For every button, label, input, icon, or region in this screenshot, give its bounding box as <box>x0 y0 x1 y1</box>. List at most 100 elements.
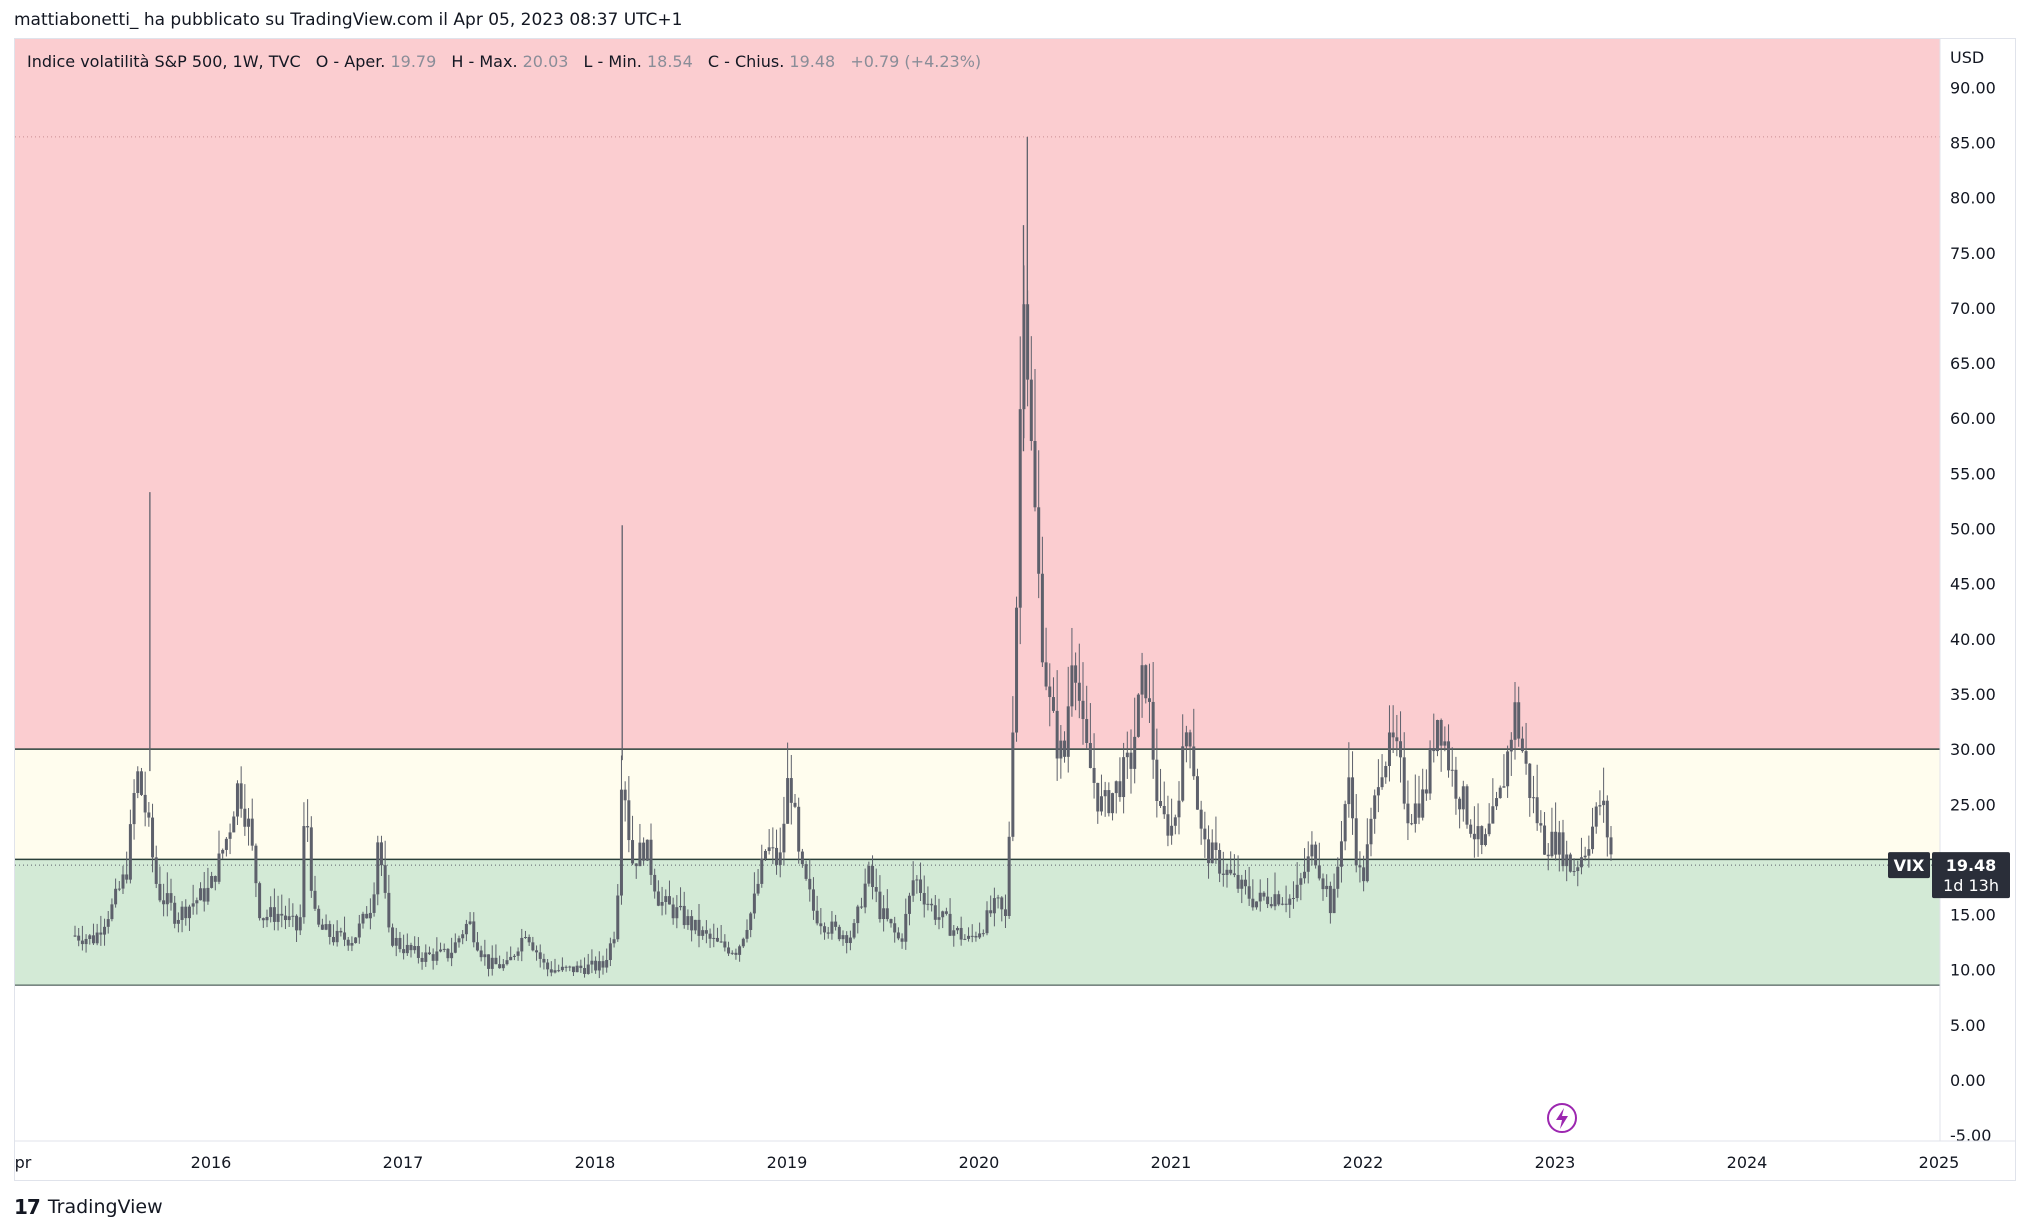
price-tick: 50.00 <box>1950 520 1996 539</box>
time-tick: 2023 <box>1535 1153 1576 1172</box>
candle-body <box>893 923 897 933</box>
candle-body <box>922 892 926 905</box>
candle-body <box>1136 694 1140 737</box>
candle-body <box>1365 844 1369 882</box>
legend-low-label: L - Min. <box>584 52 642 71</box>
candle-body <box>1284 903 1288 905</box>
candle-body <box>1218 850 1222 874</box>
legend-close-value: 19.48 <box>789 52 835 71</box>
candle-body <box>638 842 642 867</box>
lightning-icon[interactable] <box>1547 1103 1577 1133</box>
candle-body <box>811 889 815 911</box>
candle-body <box>224 838 228 850</box>
candle-body <box>132 793 136 825</box>
candle-body <box>276 913 280 922</box>
tag-value: 19.48 <box>1946 856 1997 875</box>
candle-body <box>771 847 775 849</box>
candle-body <box>431 954 435 961</box>
candle-body <box>313 890 317 909</box>
candle-body <box>1195 776 1199 810</box>
candle-body <box>933 905 937 920</box>
candle-body <box>1299 878 1303 885</box>
candle-body <box>952 930 956 936</box>
price-chart[interactable]: 90.00 85.00 80.00 75.00 70.00 65.00 60.00 55.00… <box>15 39 2015 1180</box>
candle-body <box>213 876 217 882</box>
candle-body <box>1376 787 1380 796</box>
candle-body <box>1295 884 1299 899</box>
candle-body <box>372 894 376 913</box>
price-tick: -5.00 <box>1950 1126 1991 1145</box>
candle-body <box>1277 894 1281 905</box>
candle-body <box>1280 903 1284 905</box>
candle-body <box>1487 823 1491 835</box>
time-tick: 2017 <box>383 1153 424 1172</box>
legend-change: +0.79 (+4.23%) <box>850 52 981 71</box>
candle-body <box>985 910 989 934</box>
candle-body <box>760 858 764 884</box>
candle-body <box>978 933 982 938</box>
candle-body <box>128 824 132 880</box>
candle-body <box>136 771 140 794</box>
candle-body <box>280 913 284 916</box>
candle-body <box>387 892 391 928</box>
candle-body <box>221 849 225 854</box>
candle-body <box>704 930 708 934</box>
candle-body <box>1506 751 1510 787</box>
time-tick: 2020 <box>959 1153 1000 1172</box>
candle-body <box>317 908 321 925</box>
candle-body <box>664 896 668 902</box>
candle-body <box>730 952 734 954</box>
candle-body <box>981 933 985 935</box>
candle-body <box>590 960 594 965</box>
candle-body <box>989 910 993 914</box>
candle-body <box>667 896 671 905</box>
chart-frame[interactable]: 90.00 85.00 80.00 75.00 70.00 65.00 60.00 55.00… <box>14 38 2016 1181</box>
candle-body <box>254 845 258 884</box>
candle-body <box>1133 736 1137 769</box>
candle-body <box>365 913 369 919</box>
candle-body <box>1096 782 1100 812</box>
candle-body <box>1029 379 1033 442</box>
price-axis: 90.00 85.00 80.00 75.00 70.00 65.00 60.00 55.00… <box>1939 39 1996 1145</box>
candle-body <box>1609 837 1613 855</box>
candle-body <box>1199 809 1203 829</box>
candle-body <box>1535 797 1539 824</box>
candle-body <box>1000 897 1004 910</box>
candle-body <box>690 916 694 931</box>
candle-body <box>1406 803 1410 824</box>
candle-body <box>202 888 206 902</box>
candle-body <box>435 951 439 961</box>
candle-body <box>797 806 801 852</box>
legend-open-label: O - Aper. <box>316 52 386 71</box>
candle-body <box>597 961 601 971</box>
candle-body <box>944 911 948 914</box>
candle-body <box>631 840 635 864</box>
candle-body <box>1059 740 1063 759</box>
candle-body <box>1465 786 1469 825</box>
candle-body <box>612 939 616 944</box>
candle-body <box>1443 741 1447 746</box>
candle-body <box>1129 752 1133 769</box>
candle-body <box>235 783 239 817</box>
tradingview-footer[interactable]: 17 TradingView <box>14 1195 163 1219</box>
candle-body <box>295 915 299 931</box>
candle-body <box>398 937 402 950</box>
candle-body <box>1184 732 1188 747</box>
candle-body <box>439 949 443 952</box>
candle-body <box>1591 826 1595 850</box>
candle-body <box>1188 732 1192 747</box>
candle-body <box>1339 841 1343 867</box>
price-tick: 25.00 <box>1950 795 1996 814</box>
candle-body <box>1085 719 1089 743</box>
zones-layer <box>15 39 1940 986</box>
candle-body <box>394 937 398 946</box>
candle-body <box>357 923 361 938</box>
candle-body <box>1077 682 1081 701</box>
candle-body <box>741 938 745 947</box>
price-tick: 90.00 <box>1950 78 1996 97</box>
candle-body <box>309 827 313 891</box>
candle-body <box>594 960 598 971</box>
candle-body <box>139 771 143 795</box>
candle-body <box>1524 751 1528 764</box>
candle-body <box>819 923 823 927</box>
